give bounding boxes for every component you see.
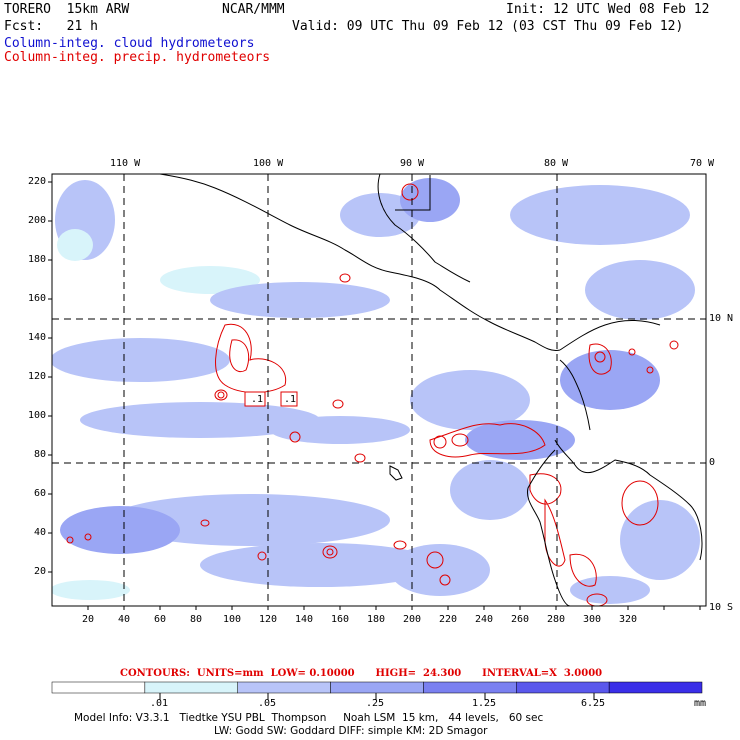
grid-x-200: 200 (403, 614, 422, 625)
grid-x-180: 180 (367, 614, 386, 625)
grid-x-80: 80 (190, 614, 203, 625)
grid-x-260: 260 (511, 614, 530, 625)
grid-y-180: 180 (28, 254, 47, 265)
organization-label: NCAR/MMM (222, 2, 285, 17)
grid-x-140: 140 (295, 614, 314, 625)
grid-x-20: 20 (82, 614, 95, 625)
contour-label-1: .1 (251, 394, 264, 405)
lon-label-110w: 110 W (110, 158, 141, 169)
grid-x-160: 160 (331, 614, 350, 625)
colorbar-tick-125: 1.25 (472, 698, 497, 709)
grid-x-40: 40 (118, 614, 131, 625)
colorbar-tick-001: .01 (150, 698, 169, 709)
grid-x-100: 100 (223, 614, 242, 625)
grid-x-120: 120 (259, 614, 278, 625)
grid-y-20: 20 (34, 566, 47, 577)
map-frame (51, 173, 707, 607)
grid-y-80: 80 (34, 449, 47, 460)
precip-field-label: Column-integ. precip. hydrometeors (4, 50, 271, 65)
grid-x-280: 280 (547, 614, 566, 625)
grid-y-60: 60 (34, 488, 47, 499)
colorbar-units: mm (694, 698, 707, 709)
grid-x-320: 320 (619, 614, 638, 625)
axis-ticks (48, 181, 701, 610)
lat-lon-grid (52, 174, 706, 606)
colorbar-tick-625: 6.25 (581, 698, 606, 709)
model-title: TORERO 15km ARW (4, 2, 130, 17)
grid-y-160: 160 (28, 293, 47, 304)
grid-y-40: 40 (34, 527, 47, 538)
contour-info: CONTOURS: UNITS=mm LOW= 0.10000 HIGH= 24… (120, 668, 603, 679)
grid-y-100: 100 (28, 410, 47, 421)
grid-x-240: 240 (475, 614, 494, 625)
map-plot-area (52, 174, 706, 606)
lon-label-90w: 90 W (400, 158, 425, 169)
grid-y-220: 220 (28, 176, 47, 187)
model-info-line2: LW: Godd SW: Goddard DIFF: simple KM: 2D… (214, 725, 488, 737)
grid-y-120: 120 (28, 371, 47, 382)
grid-x-300: 300 (583, 614, 602, 625)
lat-label-0: 0 (709, 457, 716, 468)
init-time: Init: 12 UTC Wed 08 Feb 12 (506, 2, 710, 17)
precip-hydrometeor-contours (66, 183, 679, 606)
lon-label-70w: 70 W (690, 158, 715, 169)
grid-y-200: 200 (28, 215, 47, 226)
lon-label-80w: 80 W (544, 158, 569, 169)
lon-label-100w: 100 W (253, 158, 284, 169)
cloud-field-label: Column-integ. cloud hydrometeors (4, 36, 255, 51)
cloud-hydrometeor-shading (52, 178, 700, 604)
colorbar-tick-025: .25 (366, 698, 385, 709)
contour-label-2: .1 (284, 394, 297, 405)
colorbar-tick-005: .05 (258, 698, 277, 709)
forecast-hour: Fcst: 21 h (4, 19, 98, 34)
lat-label-10n: 10 N (709, 313, 734, 324)
grid-y-140: 140 (28, 332, 47, 343)
valid-time: Valid: 09 UTC Thu 09 Feb 12 (03 CST Thu … (292, 19, 684, 34)
grid-x-60: 60 (154, 614, 167, 625)
grid-x-220: 220 (439, 614, 458, 625)
model-info-line1: Model Info: V3.3.1 Tiedtke YSU PBL Thomp… (74, 712, 544, 724)
lat-label-10s: 10 S (709, 602, 734, 613)
